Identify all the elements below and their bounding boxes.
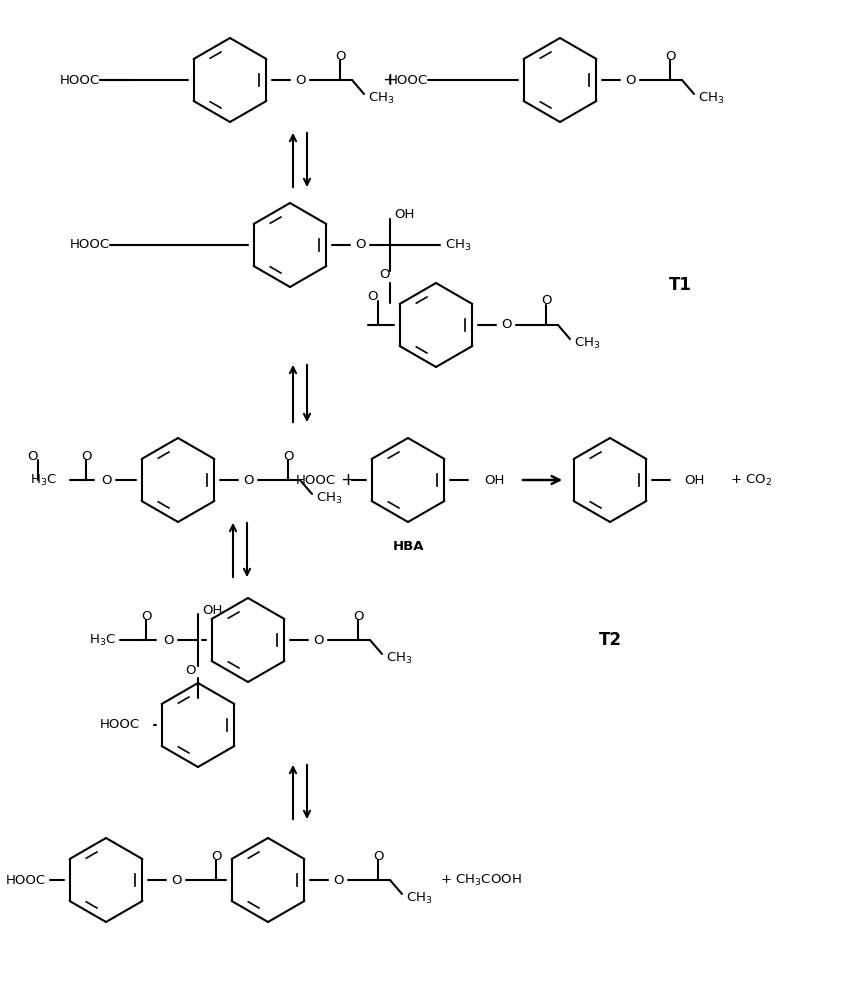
Text: O: O bbox=[313, 634, 323, 647]
Text: HOOC: HOOC bbox=[70, 238, 110, 251]
Text: CH$_3$: CH$_3$ bbox=[406, 890, 432, 906]
Text: O: O bbox=[163, 634, 173, 647]
Text: CH$_3$: CH$_3$ bbox=[386, 650, 413, 666]
Text: + CH$_3$COOH: + CH$_3$COOH bbox=[440, 872, 522, 888]
Text: CH$_3$: CH$_3$ bbox=[316, 490, 343, 506]
Text: O: O bbox=[335, 49, 345, 62]
Text: O: O bbox=[141, 609, 151, 622]
Text: OH: OH bbox=[484, 474, 505, 487]
Text: CH$_3$: CH$_3$ bbox=[574, 335, 600, 351]
Text: O: O bbox=[100, 474, 111, 487]
Text: H$_3$C: H$_3$C bbox=[89, 632, 116, 648]
Text: O: O bbox=[333, 874, 344, 886]
Text: O: O bbox=[500, 318, 511, 332]
Text: O: O bbox=[283, 450, 293, 462]
Text: O: O bbox=[81, 450, 91, 462]
Text: HOOC: HOOC bbox=[296, 474, 336, 487]
Text: HOOC: HOOC bbox=[388, 74, 428, 87]
Text: OH: OH bbox=[202, 603, 222, 616]
Text: CH$_3$: CH$_3$ bbox=[698, 90, 724, 106]
Text: O: O bbox=[379, 268, 389, 282]
Text: + CO$_2$: + CO$_2$ bbox=[730, 472, 772, 488]
Text: HOOC: HOOC bbox=[6, 874, 46, 886]
Text: +: + bbox=[340, 471, 355, 489]
Text: O: O bbox=[170, 874, 181, 886]
Text: O: O bbox=[243, 474, 253, 487]
Text: CH$_3$: CH$_3$ bbox=[445, 237, 472, 253]
Text: O: O bbox=[373, 850, 383, 862]
Text: O: O bbox=[665, 49, 675, 62]
Text: H$_3$C: H$_3$C bbox=[30, 472, 57, 488]
Text: O: O bbox=[185, 664, 195, 676]
Text: OH: OH bbox=[394, 209, 414, 222]
Text: CH$_3$: CH$_3$ bbox=[368, 90, 394, 106]
Text: O: O bbox=[295, 74, 306, 87]
Text: O: O bbox=[354, 238, 365, 251]
Text: O: O bbox=[27, 450, 37, 462]
Text: O: O bbox=[625, 74, 636, 87]
Text: O: O bbox=[541, 294, 551, 308]
Text: O: O bbox=[367, 290, 377, 304]
Text: HOOC: HOOC bbox=[100, 718, 140, 732]
Text: HOOC: HOOC bbox=[60, 74, 100, 87]
Text: O: O bbox=[353, 609, 363, 622]
Text: HBA: HBA bbox=[392, 540, 424, 552]
Text: O: O bbox=[211, 850, 221, 862]
Text: +: + bbox=[382, 71, 398, 89]
Text: OH: OH bbox=[684, 474, 705, 487]
Text: T1: T1 bbox=[668, 276, 691, 294]
Text: T2: T2 bbox=[598, 631, 621, 649]
